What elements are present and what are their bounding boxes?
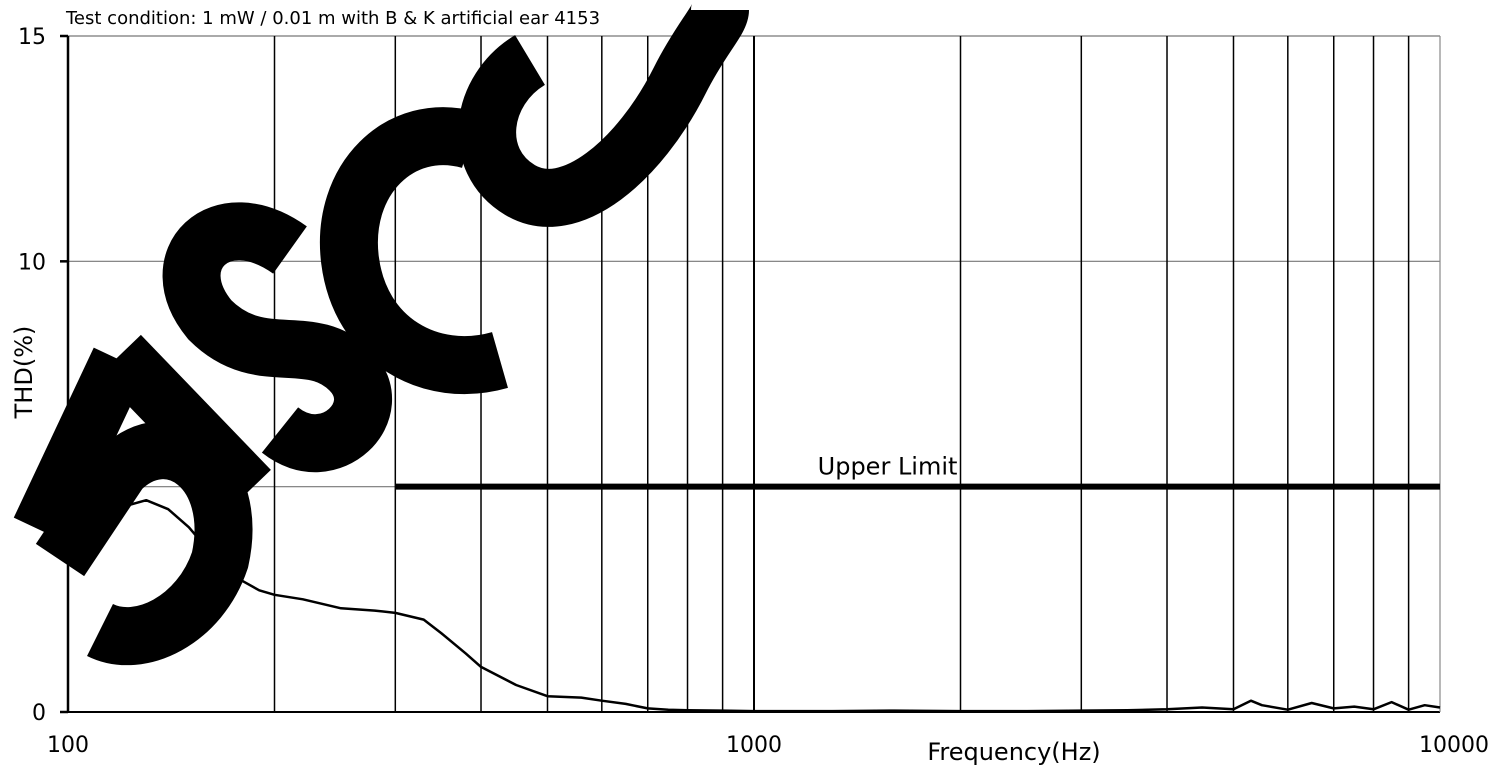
x-tick-label: 1000 <box>726 733 782 758</box>
y-axis-label: THD(%) <box>10 326 38 420</box>
y-tick-label: 5 <box>32 476 46 501</box>
chart-subtitle: Test condition: 1 mW / 0.01 m with B & K… <box>65 8 600 29</box>
y-tick-label: 10 <box>18 250 46 275</box>
upper-limit-label: Upper Limit <box>818 453 958 481</box>
x-axis-label: Frequency(Hz) <box>927 738 1100 766</box>
plot-layer <box>67 483 1441 713</box>
y-tick-label: 0 <box>32 701 46 726</box>
thd-series-line <box>67 498 1441 713</box>
x-tick-label: 10000 <box>1419 733 1489 758</box>
text-layer: Upper Limit 0 5 10 15 100 1000 10000 Test condit… <box>10 8 1489 766</box>
watermark-letter-i <box>99 334 271 511</box>
watermark <box>13 2 749 666</box>
x-tick-label: 100 <box>47 733 89 758</box>
watermark-letter-c <box>319 107 508 395</box>
watermark-letter-d <box>13 347 253 666</box>
watermark-letter-s <box>162 202 392 472</box>
y-tick-label: 15 <box>18 25 46 50</box>
watermark-letter-o <box>458 2 749 227</box>
